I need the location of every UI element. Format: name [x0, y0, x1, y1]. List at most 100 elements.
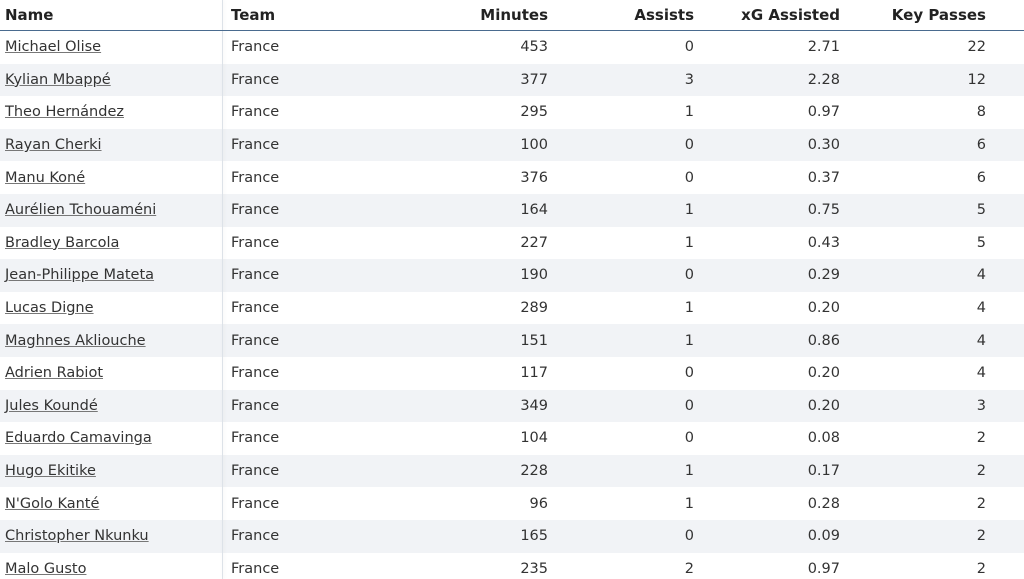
table-cell: 0.37	[807, 169, 840, 186]
table-cell: 0	[684, 397, 694, 414]
table-row: Theo Hernández France 295 1 0.97 8	[0, 96, 1024, 129]
table-cell: Malo Gusto	[5, 553, 215, 579]
player-link[interactable]: Adrien Rabiot	[5, 365, 104, 382]
table-cell: France	[231, 560, 280, 577]
table-cell: 0.97	[807, 104, 840, 121]
player-link[interactable]: Manu Koné	[5, 169, 86, 186]
table-cell: Eduardo Camavinga	[5, 422, 215, 455]
table-cell: 8	[976, 104, 986, 121]
player-link[interactable]: Jules Koundé	[5, 397, 98, 414]
player-link[interactable]: Eduardo Camavinga	[5, 430, 152, 447]
table-cell: France	[231, 234, 280, 251]
table-cell: Adrien Rabiot	[5, 357, 215, 390]
table-cell: 0	[684, 39, 694, 56]
table-cell: France	[231, 463, 280, 480]
table-cell: Rayan Cherki	[5, 129, 215, 162]
table-cell: Lucas Digne	[5, 292, 215, 325]
table-cell: 165	[520, 528, 548, 545]
table-row: Jules Koundé France 349 0 0.20 3	[0, 389, 1024, 423]
table-cell: France	[231, 397, 280, 414]
column-header: xG Assisted	[741, 6, 840, 24]
player-link[interactable]: Christopher Nkunku	[5, 528, 149, 545]
table-cell: Theo Hernández	[5, 96, 215, 129]
table-row: Eduardo Camavinga France 104 0 0.08 2	[0, 422, 1024, 455]
table-cell: 453	[520, 39, 548, 56]
table-row: Adrien Rabiot France 117 0 0.20 4	[0, 357, 1024, 390]
table-cell: 235	[520, 560, 548, 577]
table-cell: 2	[684, 560, 694, 577]
player-link[interactable]: Lucas Digne	[5, 300, 94, 317]
table-cell: 376	[520, 169, 548, 186]
table-cell: 0.75	[807, 202, 840, 219]
table-cell: N'Golo Kanté	[5, 487, 215, 520]
table-cell: 190	[520, 267, 548, 284]
table-cell: Aurélien Tchouaméni	[5, 194, 215, 227]
table-cell: France	[231, 169, 280, 186]
table-cell: 0.43	[807, 234, 840, 251]
table-cell: 12	[967, 71, 986, 88]
table-row: N'Golo Kanté France 96 1 0.28 2	[0, 487, 1024, 520]
player-link[interactable]: Bradley Barcola	[5, 234, 120, 251]
table-cell: Michael Olise	[5, 31, 215, 64]
table-cell: 5	[976, 234, 986, 251]
table-cell: 289	[520, 300, 548, 317]
table-cell: France	[231, 39, 280, 56]
player-link[interactable]: Michael Olise	[5, 39, 102, 56]
column-header: Key Passes	[891, 6, 986, 24]
player-link[interactable]: Maghnes Akliouche	[5, 332, 146, 349]
table-cell: 0.29	[807, 267, 840, 284]
table-cell: France	[231, 430, 280, 447]
table-cell: 3	[684, 71, 694, 88]
column-header: Name	[5, 6, 54, 24]
player-link[interactable]: Kylian Mbappé	[5, 71, 111, 88]
column-header: Assists	[634, 6, 694, 24]
table-cell: Kylian Mbappé	[5, 64, 215, 97]
player-link[interactable]: N'Golo Kanté	[5, 495, 100, 512]
table-cell: 295	[520, 104, 548, 121]
player-link[interactable]: Theo Hernández	[5, 104, 124, 121]
table-cell: 2	[976, 560, 986, 577]
table-cell: Manu Koné	[5, 161, 215, 194]
table-cell: France	[231, 71, 280, 88]
table-row: Rayan Cherki France 100 0 0.30 6	[0, 128, 1024, 162]
table-cell: 2	[976, 528, 986, 545]
table-row: Manu Koné France 376 0 0.37 6	[0, 161, 1024, 194]
player-link[interactable]: Rayan Cherki	[5, 137, 102, 154]
column-header: Minutes	[480, 6, 548, 24]
table-cell: 0	[684, 169, 694, 186]
table-cell: 1	[684, 463, 694, 480]
table-cell: France	[231, 104, 280, 121]
table-row: Jean-Philippe Mateta France 190 0 0.29 4	[0, 259, 1024, 292]
table-cell: 349	[520, 397, 548, 414]
table-cell: 2.28	[807, 71, 840, 88]
header-row: Name Team Minutes Assists xG Assisted Key Pas…	[0, 0, 1024, 31]
table-cell: 1	[684, 202, 694, 219]
table-row: Maghnes Akliouche France 151 1 0.86 4	[0, 324, 1024, 357]
table-cell: 0.20	[807, 300, 840, 317]
player-link[interactable]: Malo Gusto	[5, 560, 87, 577]
table-cell: France	[231, 332, 280, 349]
table-cell: France	[231, 137, 280, 154]
player-link[interactable]: Aurélien Tchouaméni	[5, 202, 157, 219]
table-cell: 100	[520, 137, 548, 154]
table-cell: 0.20	[807, 365, 840, 382]
table-cell: Maghnes Akliouche	[5, 324, 215, 357]
table-cell: Jean-Philippe Mateta	[5, 259, 215, 292]
table-cell: 0.09	[807, 528, 840, 545]
table-cell: 0.08	[807, 430, 840, 447]
table-row: Bradley Barcola France 227 1 0.43 5	[0, 227, 1024, 260]
column-divider	[222, 0, 223, 579]
table-cell: France	[231, 365, 280, 382]
table-cell: 0.97	[807, 560, 840, 577]
table-cell: 4	[976, 365, 986, 382]
column-header: Team	[231, 6, 276, 24]
table-cell: 6	[976, 137, 986, 154]
table-cell: 104	[520, 430, 548, 447]
table-cell: 0.30	[807, 137, 840, 154]
table-cell: Jules Koundé	[5, 390, 215, 423]
table-cell: 1	[684, 332, 694, 349]
table-cell: 1	[684, 495, 694, 512]
player-link[interactable]: Hugo Ekitike	[5, 463, 96, 480]
player-link[interactable]: Jean-Philippe Mateta	[5, 267, 155, 284]
